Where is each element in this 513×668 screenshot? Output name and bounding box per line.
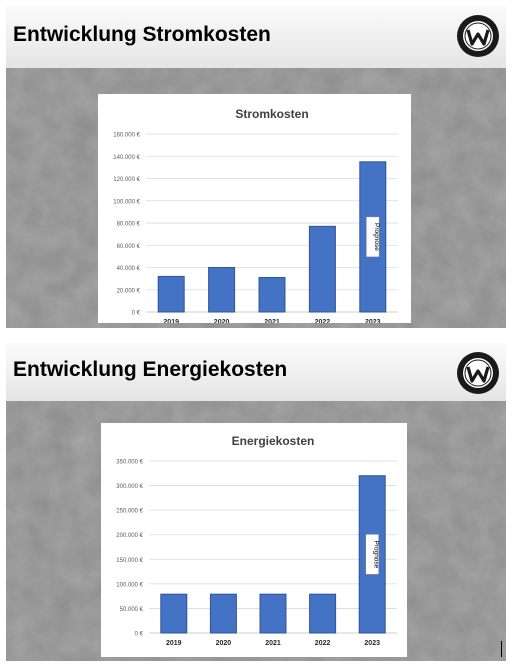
x-tick-label: 2020	[216, 640, 232, 647]
chart-panel-energiekosten: Energiekosten 0 € 50.000 € 100.000 € 150.000…	[101, 423, 407, 657]
y-tick-label: 100.000 €	[113, 199, 140, 205]
x-tick-label: 2023	[364, 640, 380, 647]
y-tick-label: 0 €	[135, 632, 144, 638]
y-tick-label: 200.000 €	[116, 533, 143, 539]
y-tick-label: 50.000 €	[120, 607, 144, 613]
bar-2020	[209, 593, 237, 634]
y-tick-label: 0 €	[132, 311, 141, 317]
y-tick-label: 100.000 €	[116, 582, 143, 588]
bar-2020	[208, 267, 236, 313]
chart-panel-stromkosten: Stromkosten 0 € 20.000 € 40.000 € 60.000 € 80…	[98, 94, 411, 323]
slide-energiekosten: Entwicklung Energiekosten Energiekosten 0…	[6, 343, 506, 661]
x-tick-label: 2019	[163, 319, 179, 323]
x-tick-label: 2022	[315, 640, 331, 647]
bar-2021	[258, 277, 286, 313]
bar-2022	[309, 593, 337, 634]
slide-title: Entwicklung Stromkosten	[13, 23, 271, 46]
y-tick-label: 160.000 €	[113, 133, 140, 139]
chart-title: Stromkosten	[235, 107, 308, 121]
y-tick-label: 80.000 €	[117, 222, 141, 228]
x-tick-label: 2023	[365, 319, 381, 323]
y-tick-label: 20.000 €	[117, 288, 141, 294]
club-logo-icon	[457, 15, 499, 57]
x-tick-label: 2020	[214, 319, 230, 323]
bar-2021	[259, 593, 287, 634]
y-tick-label: 140.000 €	[113, 155, 140, 161]
x-tick-label: 2019	[166, 640, 182, 647]
bar-2019	[157, 275, 185, 313]
bar-2022	[308, 225, 336, 313]
annotation-label: Prognose	[373, 540, 380, 568]
y-tick-label: 60.000 €	[117, 244, 141, 250]
bar-chart-energiekosten: Energiekosten 0 € 50.000 € 100.000 € 150.000…	[116, 434, 397, 647]
bar-2019	[160, 593, 188, 634]
club-logo-icon	[457, 352, 499, 394]
chart-title: Energiekosten	[232, 434, 315, 448]
y-tick-label: 250.000 €	[116, 509, 143, 515]
annotation-label: Prognose	[373, 223, 380, 251]
y-tick-label: 350.000 €	[116, 460, 143, 466]
slide-stromkosten: Entwicklung Stromkosten Stromkosten 0 € 20…	[6, 6, 506, 328]
annotation-box	[366, 216, 380, 258]
y-tick-label: 300.000 €	[116, 484, 143, 490]
y-tick-label: 150.000 €	[116, 558, 143, 564]
divider	[501, 641, 502, 657]
bar-chart-stromkosten: Stromkosten 0 € 20.000 € 40.000 € 60.000 € 80…	[113, 107, 398, 323]
y-tick-label: 120.000 €	[113, 177, 140, 183]
slide-title: Entwicklung Energiekosten	[13, 358, 288, 381]
x-tick-label: 2022	[315, 319, 331, 323]
x-tick-label: 2021	[264, 319, 280, 323]
annotation-box	[365, 534, 379, 575]
slide-header: Entwicklung Energiekosten	[6, 343, 506, 401]
x-tick-label: 2021	[265, 640, 281, 647]
slide-header: Entwicklung Stromkosten	[6, 6, 506, 68]
y-tick-label: 40.000 €	[117, 266, 141, 272]
